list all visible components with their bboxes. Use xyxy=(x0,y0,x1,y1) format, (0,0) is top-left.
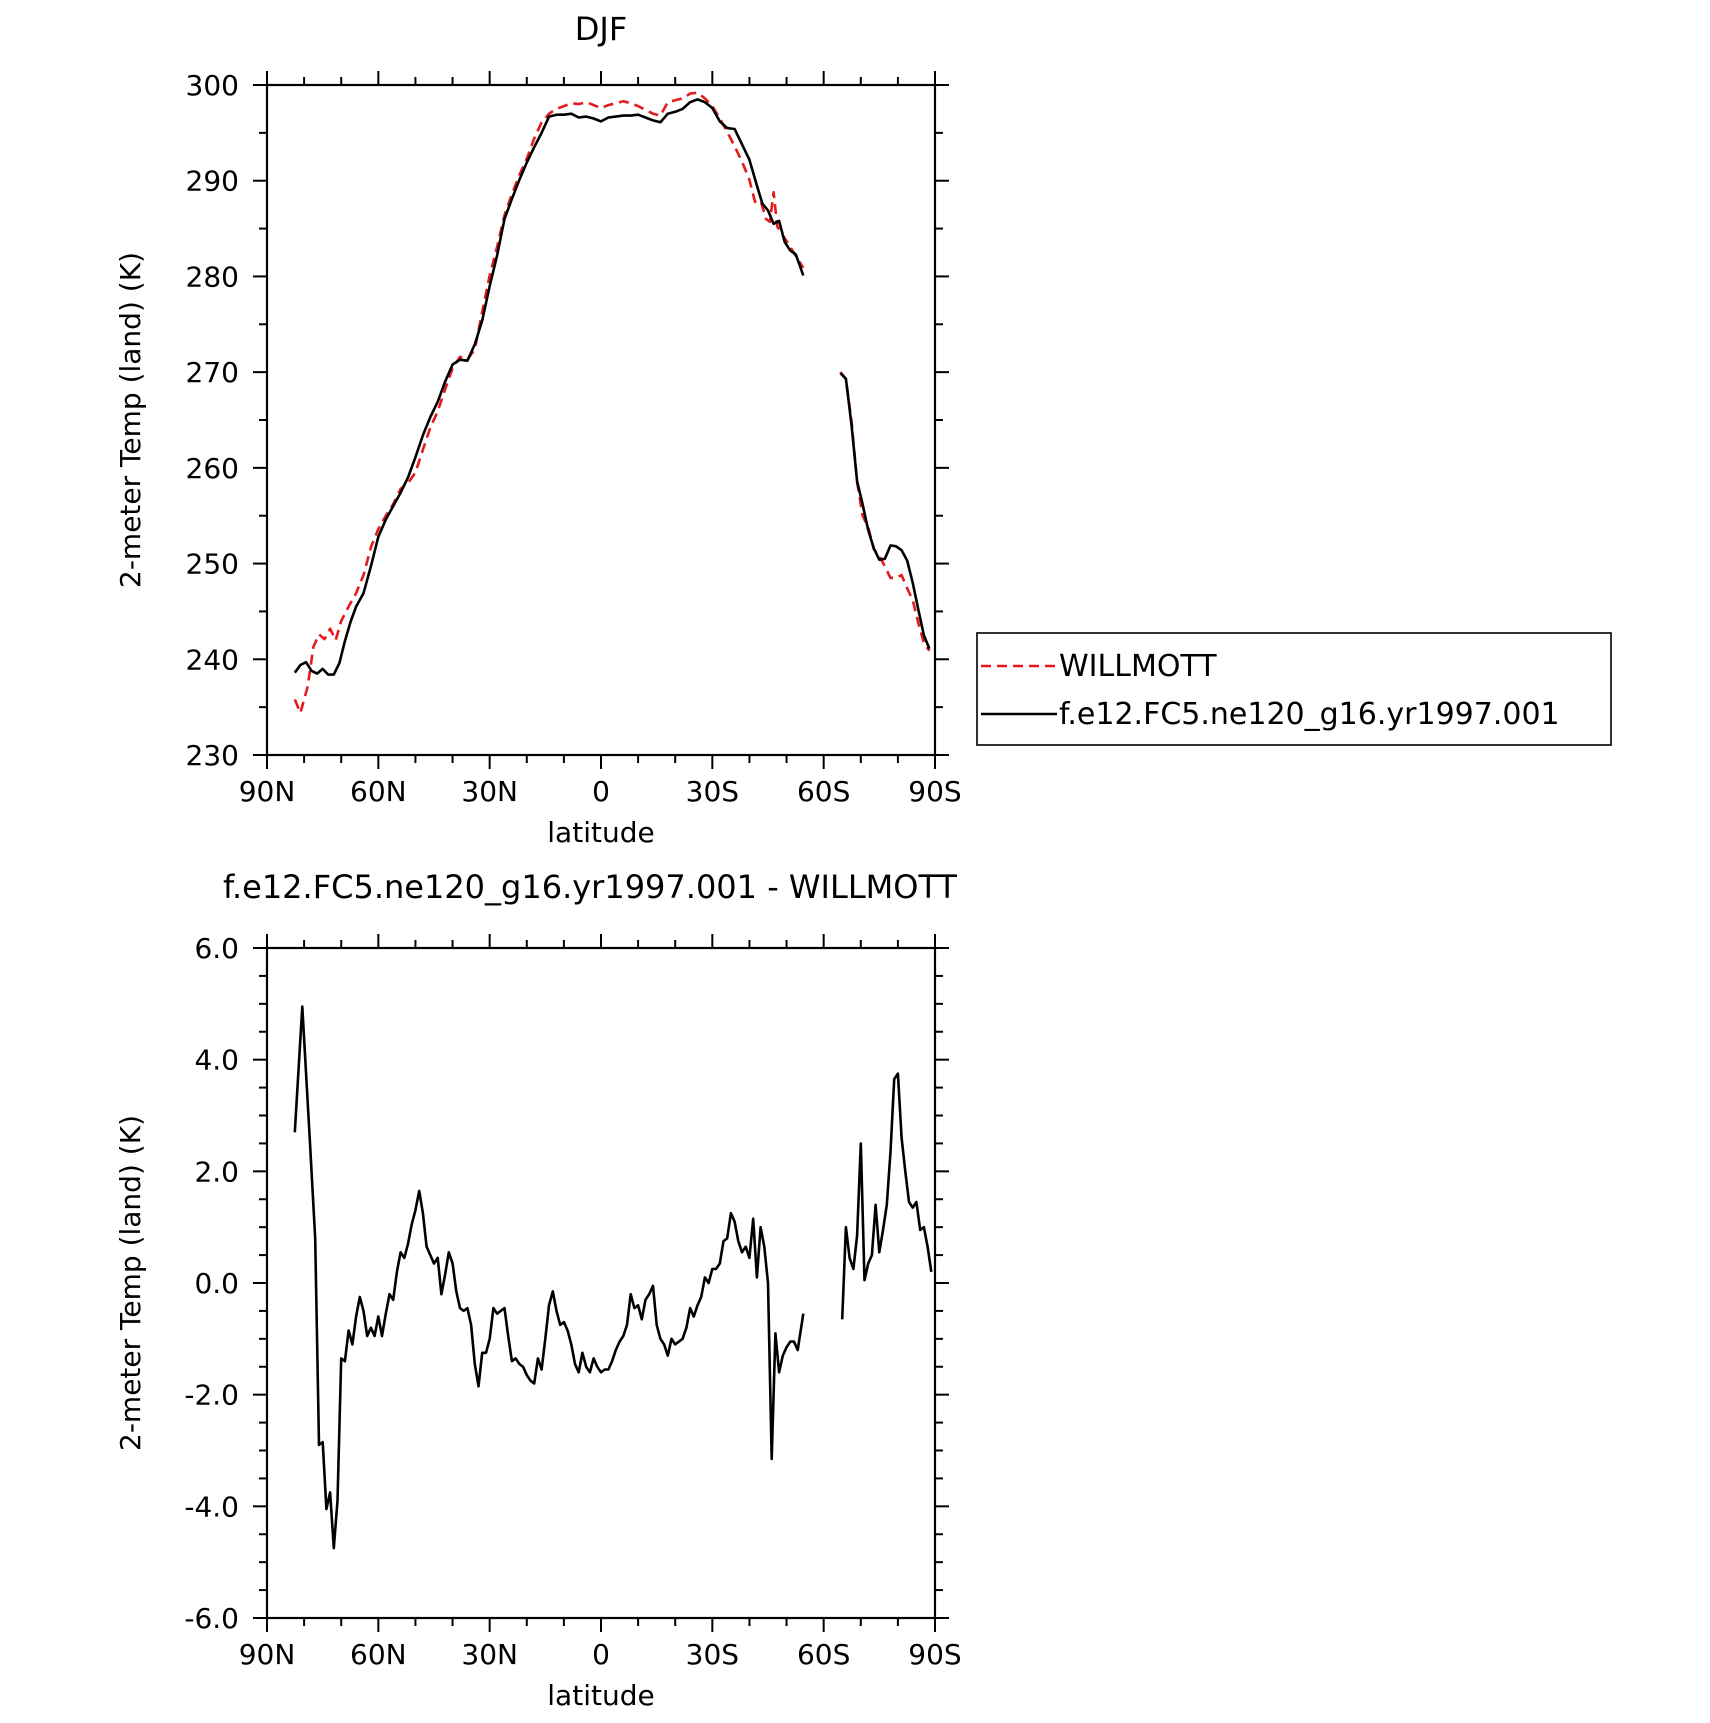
y-axis-title: 2-meter Temp (land) (K) xyxy=(114,1115,147,1451)
series-line-segment xyxy=(839,372,931,650)
y-tick-label: 6.0 xyxy=(194,932,239,965)
x-tick-label: 0 xyxy=(592,775,610,808)
series-line-segment xyxy=(293,91,805,715)
y-tick-label: 240 xyxy=(186,643,239,676)
series-0 xyxy=(293,1005,933,1550)
y-tick-label: 280 xyxy=(186,260,239,293)
x-tick-label: 90S xyxy=(908,1638,961,1671)
x-tick-label: 60S xyxy=(797,775,850,808)
x-tick-label: 30S xyxy=(686,775,739,808)
y-tick-label: 300 xyxy=(186,69,239,102)
x-tick-label: 30N xyxy=(461,775,518,808)
legend: WILLMOTT f.e12.FC5.ne120_g16.yr1997.001 xyxy=(976,632,1612,746)
y-tick-label: -2.0 xyxy=(184,1379,239,1412)
legend-label: WILLMOTT xyxy=(1059,649,1217,684)
x-tick-label: 90N xyxy=(239,1638,296,1671)
y-axis-title: 2-meter Temp (land) (K) xyxy=(114,252,147,588)
x-tick-label: 60N xyxy=(350,1638,407,1671)
x-tick-label: 0 xyxy=(592,1638,610,1671)
series-1 xyxy=(293,98,931,676)
y-tick-label: 250 xyxy=(186,548,239,581)
x-tick-label: 60S xyxy=(797,1638,850,1671)
y-tick-label: 270 xyxy=(186,356,239,389)
legend-box xyxy=(976,632,1612,746)
y-tick-label: 230 xyxy=(186,739,239,772)
top-panel-djf: 90N 60N 30N 0 30S 60S 90S 230 240 250 260 270 280 290… xyxy=(114,10,1612,849)
plot-title: f.e12.FC5.ne120_g16.yr1997.001 - WILLMOT… xyxy=(223,868,957,906)
y-tick-label: 2.0 xyxy=(194,1155,239,1188)
y-tick-label: 290 xyxy=(186,165,239,198)
legend-label: f.e12.FC5.ne120_g16.yr1997.001 xyxy=(1059,697,1560,732)
plot-frame xyxy=(265,83,937,757)
y-tick-label: -6.0 xyxy=(184,1602,239,1635)
bottom-panel-difference: 90N 60N 30N 0 30S 60S 90S -6.0 -4.0 -2.0 0.0 2.0 4.0… xyxy=(114,868,962,1712)
x-tick-label: 90S xyxy=(908,775,961,808)
series-line-segment xyxy=(840,1072,933,1320)
series-0 xyxy=(293,91,931,715)
series-line-segment xyxy=(293,1005,805,1550)
y-tick-label: 4.0 xyxy=(194,1044,239,1077)
x-tick-label: 90N xyxy=(239,775,296,808)
x-axis-title: latitude xyxy=(547,1679,654,1712)
plot-title: DJF xyxy=(575,10,627,48)
plot-frame xyxy=(265,946,937,1620)
y-tick-label: 0.0 xyxy=(194,1267,239,1300)
series-line-segment xyxy=(839,371,931,652)
series-line-segment xyxy=(293,98,805,676)
y-tick-label: 260 xyxy=(186,452,239,485)
x-axis-title: latitude xyxy=(547,816,654,849)
x-tick-label: 60N xyxy=(350,775,407,808)
y-tick-label: -4.0 xyxy=(184,1490,239,1523)
x-tick-label: 30S xyxy=(686,1638,739,1671)
x-tick-label: 30N xyxy=(461,1638,518,1671)
